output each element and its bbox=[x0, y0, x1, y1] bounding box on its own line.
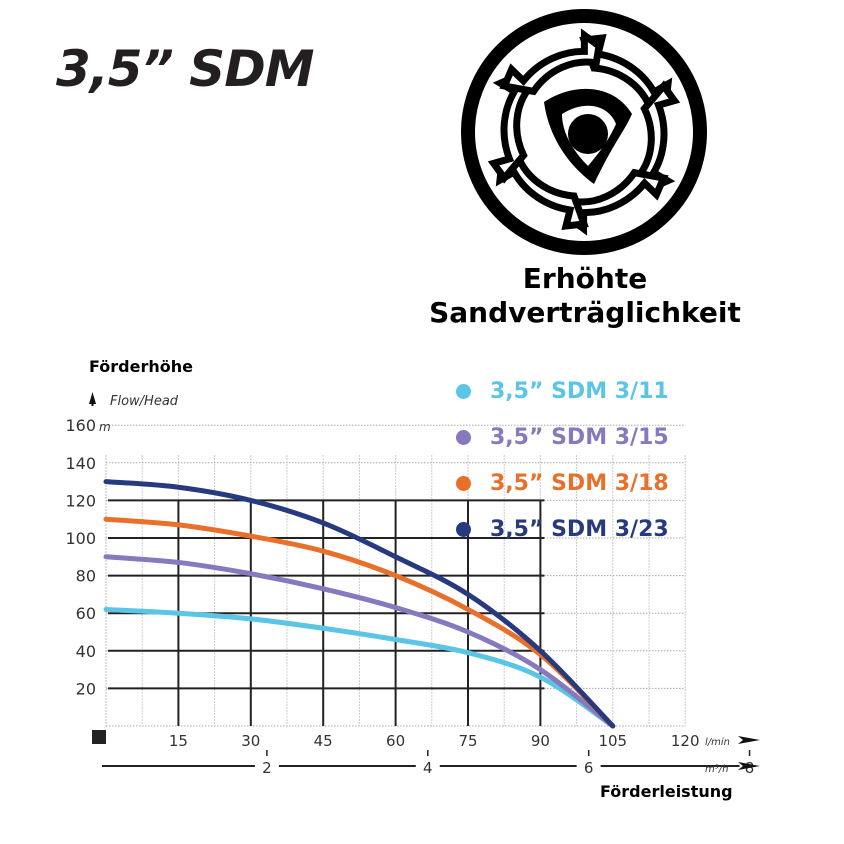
x-tick-label: 45 bbox=[314, 732, 333, 750]
legend-label: 3,5” SDM 3/23 bbox=[490, 516, 669, 542]
legend-item: 3,5” SDM 3/23 bbox=[456, 506, 669, 552]
y-tick-label: 100 bbox=[65, 529, 96, 548]
y-tick-label: 40 bbox=[76, 642, 96, 661]
legend-item: 3,5” SDM 3/11 bbox=[456, 368, 669, 414]
series-line bbox=[103, 479, 616, 729]
y-tick-label: 80 bbox=[76, 567, 96, 586]
legend-item: 3,5” SDM 3/18 bbox=[456, 460, 669, 506]
series-line bbox=[103, 516, 616, 729]
x-axis-title-de: Förderleistung bbox=[600, 782, 733, 801]
legend-item: 3,5” SDM 3/15 bbox=[456, 414, 669, 460]
x-tick-label: 30 bbox=[241, 732, 260, 750]
chart-legend: 3,5” SDM 3/11 3,5” SDM 3/15 3,5” SDM 3/18 3… bbox=[456, 368, 669, 552]
y-axis-title-de: Förderhöhe bbox=[89, 357, 193, 376]
x-tick-label: 15 bbox=[169, 732, 188, 750]
x-tick-label: 105 bbox=[598, 732, 627, 750]
secondary-tick-label: 8 bbox=[745, 759, 755, 777]
badge-caption-line2: Sandverträglichkeit bbox=[429, 296, 741, 329]
origin-marker-icon bbox=[92, 730, 106, 744]
badge-caption: Erhöhte Sandverträglichkeit bbox=[400, 262, 770, 330]
y-tick-label: 60 bbox=[76, 604, 96, 623]
secondary-tick-label: 4 bbox=[423, 759, 433, 777]
y-tick-label: 20 bbox=[76, 679, 96, 698]
series-line bbox=[103, 554, 616, 729]
product-title: 3,5” SDM bbox=[56, 40, 314, 98]
legend-dot-icon bbox=[456, 521, 471, 537]
x-tick-label: 75 bbox=[458, 732, 477, 750]
legend-dot-icon bbox=[456, 383, 471, 399]
legend-dot-icon bbox=[456, 475, 471, 491]
legend-label: 3,5” SDM 3/15 bbox=[490, 424, 669, 450]
x-tick-label: 90 bbox=[531, 732, 550, 750]
y-tick-label: 160 bbox=[65, 416, 96, 435]
y-unit-label: m bbox=[99, 420, 111, 434]
secondary-unit-label: m³/h bbox=[705, 764, 728, 775]
secondary-tick-label: 6 bbox=[584, 759, 594, 777]
impeller-sand-icon bbox=[461, 9, 707, 255]
secondary-tick-label: 2 bbox=[262, 759, 272, 777]
x-tick-label: 60 bbox=[386, 732, 405, 750]
series-line bbox=[103, 606, 616, 729]
x-unit-label: l/min bbox=[705, 737, 730, 748]
x-axis-arrow-icon bbox=[738, 736, 760, 744]
y-tick-label: 140 bbox=[65, 454, 96, 473]
secondary-axis-arrow-icon bbox=[738, 762, 760, 770]
x-tick-label: 120 bbox=[671, 732, 700, 750]
y-axis-arrow-icon bbox=[89, 392, 96, 404]
y-axis-title-en: Flow/Head bbox=[110, 394, 179, 409]
legend-dot-icon bbox=[456, 429, 471, 445]
legend-label: 3,5” SDM 3/11 bbox=[490, 378, 669, 404]
legend-label: 3,5” SDM 3/18 bbox=[490, 470, 669, 496]
pump-curve-chart: 20 40 60 80 100 120 140 160 m Flow/Head 15 30 45 60 75… bbox=[65, 392, 760, 777]
badge-caption-line1: Erhöhte bbox=[522, 262, 648, 295]
y-tick-label: 120 bbox=[65, 491, 96, 510]
